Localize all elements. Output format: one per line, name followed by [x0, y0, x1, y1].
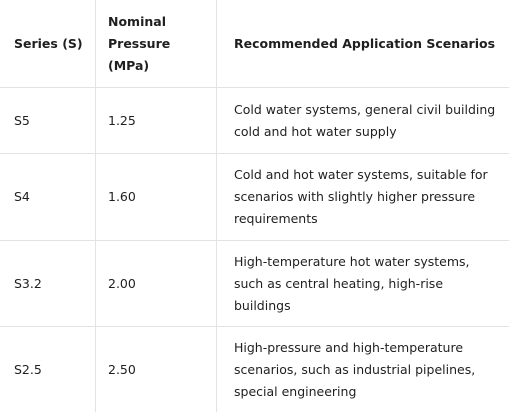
header-application-label: Recommended Application Scenarios: [234, 35, 496, 51]
cell-series: S5: [0, 88, 95, 153]
cell-application: Cold water systems, general civil buildi…: [217, 88, 509, 153]
application-line: requirements: [234, 211, 318, 226]
column-divider: [216, 0, 217, 412]
application-line: High-temperature hot water systems,: [234, 253, 470, 269]
cell-application: High-temperature hot water systems, such…: [217, 241, 509, 326]
table-row: S5 1.25 Cold water systems, general civi…: [0, 88, 509, 154]
header-series-label: Series (S): [14, 35, 83, 51]
application-line: scenarios with slightly higher pressure: [234, 189, 476, 204]
series-value: S2.5: [14, 361, 42, 377]
header-cell-series: Series (S): [0, 0, 95, 87]
application-line: Cold water systems, general civil buildi…: [234, 101, 496, 117]
header-pressure-label-line1: Nominal: [108, 13, 166, 29]
column-divider: [95, 0, 96, 412]
series-value: S5: [14, 112, 30, 128]
table-row: S3.2 2.00 High-temperature hot water sys…: [0, 241, 509, 327]
header-cell-application: Recommended Application Scenarios: [217, 0, 509, 87]
pressure-value: 1.60: [108, 189, 136, 204]
cell-series: S3.2: [0, 241, 95, 326]
application-line: buildings: [234, 297, 291, 313]
cell-pressure: 2.50: [95, 327, 217, 412]
application-line: Cold and hot water systems, suitable for: [234, 167, 488, 182]
cell-pressure: 1.25: [95, 88, 217, 153]
header-cell-pressure: Nominal Pressure (MPa): [95, 0, 217, 87]
header-pressure-label-line2: Pressure: [108, 35, 171, 51]
cell-series: S4: [0, 154, 95, 240]
application-line: such as central heating, high-rise: [234, 275, 444, 291]
application-line: cold and hot water supply: [234, 123, 397, 139]
cell-series: S2.5: [0, 327, 95, 412]
pressure-value: 2.50: [108, 361, 136, 377]
table-header-row: Series (S) Nominal Pressure (MPa) Recomm…: [0, 0, 509, 88]
cell-pressure: 2.00: [95, 241, 217, 326]
series-value: S3.2: [14, 275, 42, 291]
cell-application: Cold and hot water systems, suitable for…: [217, 154, 509, 240]
series-value: S4: [14, 189, 30, 204]
application-line: special engineering: [234, 383, 357, 399]
cell-pressure: 1.60: [95, 154, 217, 240]
application-line: High-pressure and high-temperature: [234, 339, 464, 355]
table-row: S2.5 2.50 High-pressure and high-tempera…: [0, 327, 509, 412]
pressure-value: 2.00: [108, 275, 136, 291]
header-pressure-label-line3: (MPa): [108, 57, 150, 73]
cell-application: High-pressure and high-temperature scena…: [217, 327, 509, 412]
table-row: S4 1.60 Cold and hot water systems, suit…: [0, 154, 509, 241]
application-line: scenarios, such as industrial pipelines,: [234, 361, 476, 377]
pressure-value: 1.25: [108, 112, 136, 128]
